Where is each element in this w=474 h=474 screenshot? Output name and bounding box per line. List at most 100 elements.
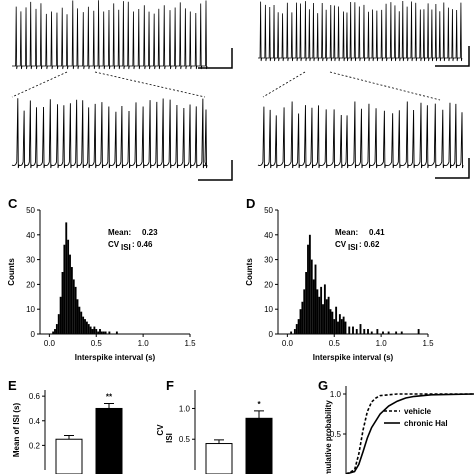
y-tick-label: 20 <box>264 280 273 289</box>
histogram-bar <box>314 264 317 334</box>
y-tick-label: 40 <box>264 231 273 240</box>
legend-label: chronic Hal <box>404 419 448 428</box>
x-tick-label: 0.5 <box>91 339 103 348</box>
histogram-bar <box>100 331 103 334</box>
x-tick-label: 1.5 <box>422 339 434 348</box>
stats-mean-value: 0.41 <box>369 228 385 237</box>
error-bar <box>214 439 224 444</box>
histogram-bar <box>78 306 81 334</box>
zoom-connector-right-b <box>329 71 441 101</box>
histogram-bar <box>84 319 86 334</box>
error-bar <box>64 435 74 440</box>
histogram-bar <box>91 329 94 334</box>
cumulative-line-chronic-hal <box>345 393 474 474</box>
y-tick-label: 40 <box>26 231 35 240</box>
histogram-bar <box>99 329 101 334</box>
histogram-bar <box>52 331 55 334</box>
histogram-bar <box>316 289 319 334</box>
stats-cv-label: CV <box>108 240 120 249</box>
y-tick-label: 10 <box>264 305 273 314</box>
trace-right-top <box>258 0 463 62</box>
y-tick-label: 0.4 <box>29 417 41 426</box>
histogram-bar <box>359 324 362 334</box>
panel-label: F <box>166 378 174 393</box>
y-tick-label: 1.0 <box>179 404 191 413</box>
y-tick-label: 50 <box>26 206 35 215</box>
histogram-bar <box>305 272 308 334</box>
zoom-connector-right-a <box>262 71 306 98</box>
y-tick-label: 50 <box>264 206 273 215</box>
histogram-bar <box>82 316 85 334</box>
significance-marker: * <box>257 400 261 409</box>
histogram-bar <box>322 304 324 334</box>
histogram-bar <box>80 311 83 334</box>
y-axis-label: mulative probability <box>324 400 333 474</box>
y-axis-label-sub: ISI <box>165 433 174 443</box>
histogram-bar <box>337 321 339 334</box>
histogram-bar <box>333 319 336 334</box>
histogram-bar <box>297 319 300 334</box>
histogram-bar <box>376 329 379 334</box>
stats-mean-label: Mean: <box>108 228 131 237</box>
panel-label: G <box>318 378 328 393</box>
histogram-bar <box>382 331 384 334</box>
summary-bar <box>245 417 273 474</box>
histogram-bar <box>93 326 96 334</box>
y-tick-label: 0.5 <box>330 430 342 439</box>
histogram-bar <box>74 286 77 334</box>
histogram-bar <box>327 296 330 334</box>
histogram-bar <box>387 331 390 334</box>
histogram-bar <box>87 324 90 334</box>
histogram-bar <box>65 222 68 334</box>
histogram-bar <box>63 244 66 334</box>
y-tick-label: 30 <box>26 256 35 265</box>
zoom-connector-left-b <box>94 71 206 98</box>
histogram-bar <box>355 329 358 334</box>
stats-cv-value: : 0.62 <box>359 240 380 249</box>
stats-cv-value: : 0.46 <box>132 240 153 249</box>
histogram-bar <box>61 272 64 334</box>
histogram-bar <box>338 314 341 334</box>
y-tick-label: 0.2 <box>29 441 41 450</box>
panel-label: D <box>246 196 255 211</box>
y-axis-label: Mean of ISI (s) <box>12 403 21 458</box>
y-tick-label: 0 <box>31 330 36 339</box>
x-tick-label: 1.5 <box>184 339 196 348</box>
histogram-bar <box>395 331 398 334</box>
histogram-bar <box>97 331 100 334</box>
histogram-bar <box>55 324 58 334</box>
histogram-bar <box>320 286 323 334</box>
histogram-bar <box>303 289 306 334</box>
error-bar <box>254 410 264 419</box>
summary-bar <box>95 407 123 474</box>
histogram-bar <box>400 331 403 334</box>
histogram-bar <box>325 299 328 334</box>
panel-label: C <box>8 196 18 211</box>
x-tick-label: 1.0 <box>138 339 150 348</box>
x-axis-label: Interspike interval (s) <box>313 353 394 362</box>
y-tick-label: 0.5 <box>179 435 191 444</box>
y-axis-label: Counts <box>7 258 16 286</box>
histogram-bar <box>363 329 366 334</box>
histogram-bar <box>85 321 88 334</box>
histogram-bar <box>329 309 332 334</box>
x-tick-label: 0.0 <box>44 339 56 348</box>
histogram-bar <box>301 301 304 334</box>
histogram-bar <box>293 329 296 334</box>
histogram-bar <box>67 239 70 334</box>
x-tick-label: 1.0 <box>376 339 388 348</box>
histogram-bar <box>307 244 309 334</box>
y-axis-label: CV <box>156 424 165 436</box>
histogram-bar <box>70 267 73 334</box>
stats-cv-label: CV <box>335 240 347 249</box>
y-tick-label: 30 <box>264 256 273 265</box>
histogram-bar <box>115 331 118 334</box>
histogram-bar <box>72 279 75 334</box>
histogram-bar <box>312 279 315 334</box>
scalebar-left-zoom <box>198 160 233 181</box>
stats-mean-value: 0.23 <box>142 228 158 237</box>
histogram-bar <box>290 331 293 334</box>
error-bar <box>104 403 114 409</box>
histogram-bar <box>344 321 347 334</box>
